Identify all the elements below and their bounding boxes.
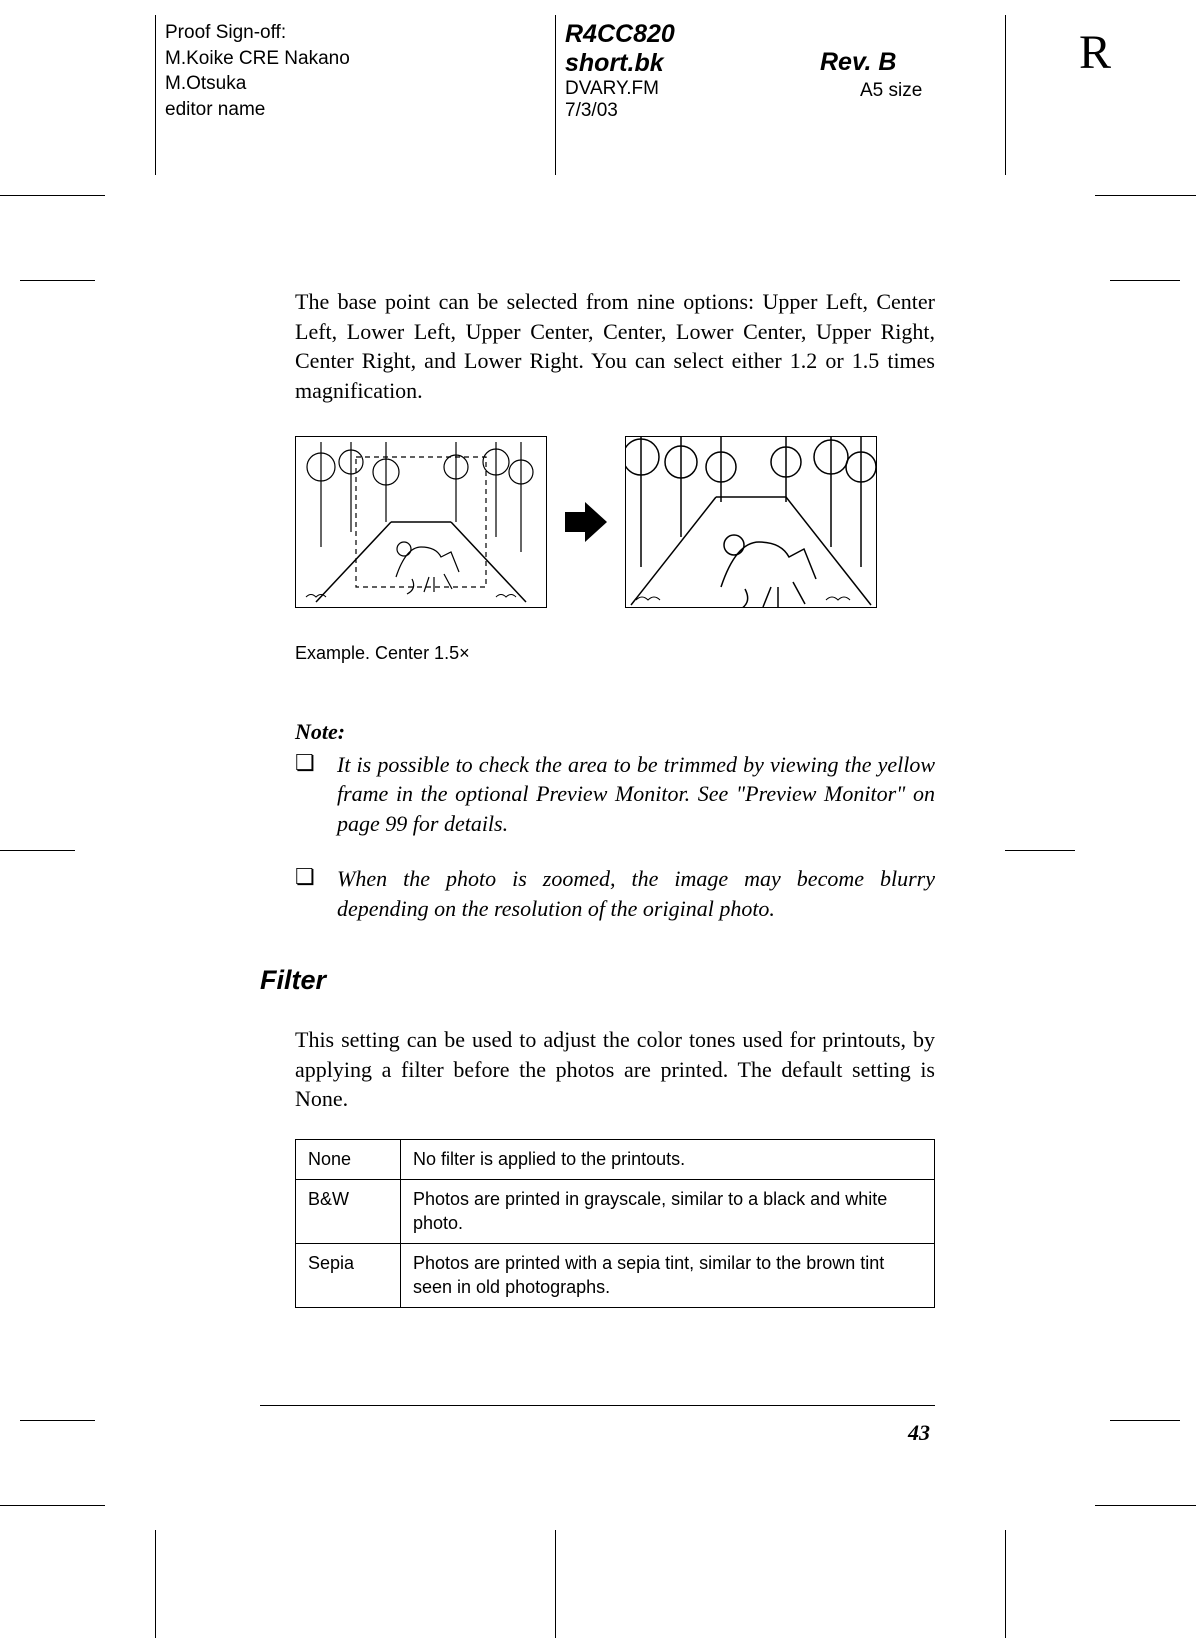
filter-section: This setting can be used to adjust the c…: [295, 1025, 935, 1308]
note-text: When the photo is zoomed, the image may …: [337, 864, 935, 923]
bullet-icon: ❏: [295, 750, 319, 839]
table-cell-name: None: [296, 1140, 401, 1180]
note-text: It is possible to check the area to be t…: [337, 750, 935, 839]
table-row: None No filter is applied to the printou…: [296, 1140, 935, 1180]
signoff-line: M.Koike CRE Nakano: [165, 46, 350, 72]
sub-file: DVARY.FM: [565, 78, 675, 100]
header-divider: [1005, 15, 1006, 175]
page-number: 43: [908, 1420, 930, 1446]
crop-mark: [0, 850, 75, 851]
section-heading: Filter: [260, 965, 326, 996]
doc-date: 7/3/03: [565, 100, 675, 122]
crop-mark: [1095, 1505, 1196, 1506]
crop-mark: [555, 1530, 556, 1638]
figure-row: [295, 436, 935, 608]
revision: Rev. B: [820, 48, 896, 77]
page: Proof Sign-off: M.Koike CRE Nakano M.Ots…: [0, 0, 1196, 1638]
note-item: ❏ It is possible to check the area to be…: [295, 750, 935, 839]
bullet-icon: ❏: [295, 864, 319, 923]
figure-caption: Example. Center 1.5×: [295, 643, 935, 664]
crop-mark: [1110, 1420, 1180, 1421]
crop-mark: [20, 1420, 95, 1421]
table-cell-desc: Photos are printed with a sepia tint, si…: [401, 1244, 935, 1308]
body-paragraph: This setting can be used to adjust the c…: [295, 1025, 935, 1114]
content: The base point can be selected from nine…: [295, 265, 935, 948]
note-heading: Note:: [295, 719, 935, 745]
signoff-line: M.Otsuka: [165, 71, 350, 97]
crop-mark: [20, 280, 95, 281]
table-row: Sepia Photos are printed with a sepia ti…: [296, 1244, 935, 1308]
corner-letter: R: [1079, 25, 1111, 80]
footer-rule: [260, 1405, 935, 1406]
filter-table: None No filter is applied to the printou…: [295, 1139, 935, 1308]
signoff-title: Proof Sign-off:: [165, 20, 350, 46]
table-cell-desc: No filter is applied to the printouts.: [401, 1140, 935, 1180]
table-row: B&W Photos are printed in grayscale, sim…: [296, 1180, 935, 1244]
signoff-line: editor name: [165, 97, 350, 123]
figure-after: [625, 436, 877, 608]
crop-mark: [1005, 850, 1075, 851]
doc-id-block: R4CC820 short.bk DVARY.FM 7/3/03: [565, 20, 675, 122]
arrow-icon: [565, 502, 607, 542]
crop-mark: [1005, 1530, 1006, 1638]
crop-mark: [1110, 280, 1180, 281]
crop-mark: [0, 1505, 105, 1506]
doc-code: R4CC820: [565, 20, 675, 49]
note-list: ❏ It is possible to check the area to be…: [295, 750, 935, 923]
table-cell-name: B&W: [296, 1180, 401, 1244]
illustration-icon: [626, 437, 876, 607]
crop-mark: [1095, 195, 1196, 196]
header-divider: [555, 15, 556, 175]
illustration-icon: [296, 437, 546, 607]
note-item: ❏ When the photo is zoomed, the image ma…: [295, 864, 935, 923]
header-divider: [155, 15, 156, 175]
proof-signoff: Proof Sign-off: M.Koike CRE Nakano M.Ots…: [165, 20, 350, 123]
paper-size: A5 size: [860, 80, 922, 102]
crop-mark: [155, 1530, 156, 1638]
table-cell-desc: Photos are printed in grayscale, similar…: [401, 1180, 935, 1244]
body-paragraph: The base point can be selected from nine…: [295, 287, 935, 406]
crop-mark: [0, 195, 105, 196]
table-cell-name: Sepia: [296, 1244, 401, 1308]
figure-before: [295, 436, 547, 608]
doc-file: short.bk: [565, 49, 675, 78]
